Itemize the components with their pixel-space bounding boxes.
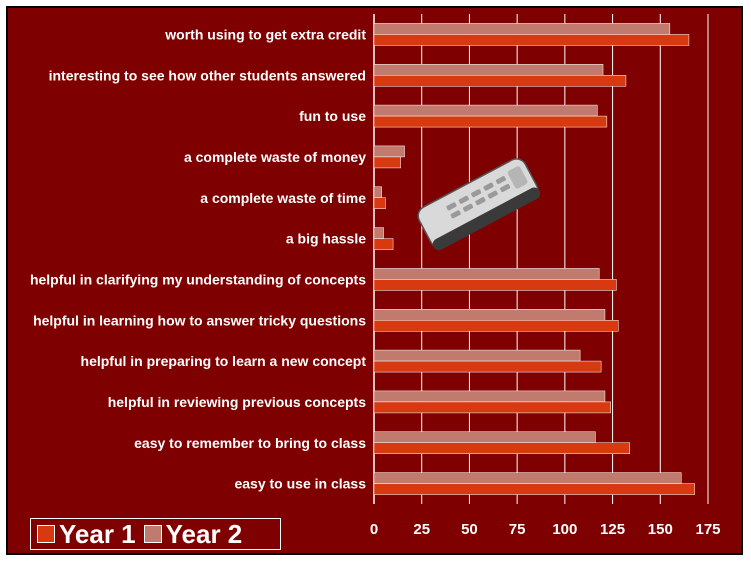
bar-year-2 [373,64,604,76]
bar-year-1 [373,156,401,169]
bar-year-1 [373,360,602,373]
bar-year-2 [373,472,682,484]
bar-year-2 [373,104,598,117]
legend-swatch-year-2 [143,525,162,543]
clicker-remote-icon [417,158,541,251]
category-label: a complete waste of money [184,149,366,165]
bar-year-2 [373,390,606,403]
x-tick-label: 125 [600,521,625,538]
chart-frame: 0 25 50 75 100 125 150 175 worth using to get ex… [6,6,743,555]
category-label: helpful in preparing to learn a new conc… [81,353,367,369]
category-label: a complete waste of time [200,190,366,206]
category-label: helpful in clarifying my understanding o… [30,271,366,287]
bar-year-1 [373,401,611,414]
category-label: fun to use [299,108,366,124]
x-tick-label: 100 [552,521,577,538]
bar-year-1 [373,197,386,209]
legend: Year 1 Year 2 [30,518,281,550]
bar-year-1 [373,442,630,454]
x-tick-label: 75 [509,521,526,538]
legend-item-year-2: Year 2 [143,519,243,549]
x-tick-label: 50 [461,521,478,538]
x-tick-label: 25 [413,521,430,538]
category-label: helpful in reviewing previous concepts [108,394,366,410]
bar-year-1 [373,320,619,332]
bar-year-2 [373,145,405,158]
bar-year-1 [373,115,608,128]
legend-label-year-2: Year 2 [165,519,243,549]
category-label: easy to use in class [234,476,366,492]
category-label: worth using to get extra credit [164,26,366,42]
bar-year-1 [373,75,627,87]
x-tick-label: 0 [370,521,378,538]
bar-year-2 [373,431,596,443]
legend-swatch-year-1 [37,525,55,543]
category-label: interesting to see how other students an… [49,67,366,83]
bar-year-2 [373,349,581,362]
legend-item-year-1: Year 1 [37,521,136,547]
category-label: a big hassle [286,231,366,247]
bar-year-1 [373,34,690,46]
x-tick-label: 150 [648,521,673,538]
bar-chart: 0 25 50 75 100 125 150 175 worth using to get ex… [30,14,721,538]
bar-year-2 [373,23,671,35]
x-tick-label: 175 [695,521,720,538]
bar-year-1 [373,238,394,250]
legend-label-year-1: Year 1 [59,519,136,549]
bar-year-1 [373,279,617,291]
bar-year-2 [373,227,384,239]
bar-year-2 [373,268,600,280]
bar-year-1 [373,483,695,495]
category-label: helpful in learning how to answer tricky… [33,312,366,328]
category-label: easy to remember to bring to class [134,435,366,451]
bar-year-2 [373,309,606,321]
bar-year-2 [373,186,382,198]
